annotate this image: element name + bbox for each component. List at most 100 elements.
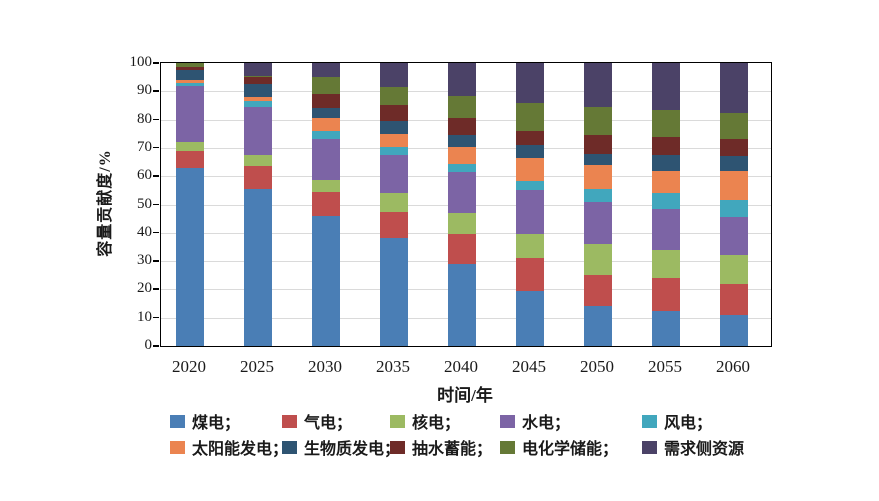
y-tick-mark <box>153 288 159 290</box>
bar-segment-2045 <box>516 234 544 259</box>
legend-label: 电化学储能； <box>522 441 619 458</box>
y-tick-label-60: 60 <box>137 167 152 184</box>
bar-segment-2020 <box>176 63 204 68</box>
bar-segment-2040 <box>448 213 476 235</box>
bar-segment-2040 <box>448 171 476 214</box>
bar-segment-2045 <box>516 190 544 235</box>
legend-item-生物质发电: 生物质发电； <box>282 438 400 458</box>
legend-item-电化学储能: 电化学储能； <box>500 438 619 458</box>
bar-2055 <box>652 63 680 346</box>
y-tick-mark <box>153 203 159 205</box>
legend-label: 太阳能发电； <box>192 441 289 458</box>
legend-item-气电: 气电； <box>282 412 352 432</box>
legend-item-核电: 核电； <box>390 412 461 432</box>
bar-segment-2020 <box>176 80 204 83</box>
bar-segment-2035 <box>380 238 408 346</box>
bar-2040 <box>448 63 476 346</box>
bar-segment-2045 <box>516 145 544 158</box>
bar-segment-2035 <box>380 87 408 106</box>
bar-segment-2055 <box>652 310 680 346</box>
bar-segment-2025 <box>244 97 272 102</box>
bar-segment-2055 <box>652 278 680 311</box>
legend-swatch-icon <box>170 440 185 454</box>
bar-segment-2060 <box>720 283 748 315</box>
bar-segment-2045 <box>516 131 544 146</box>
bar-segment-2045 <box>516 63 544 103</box>
bar-segment-2035 <box>380 155 408 194</box>
bar-segment-2020 <box>176 67 204 71</box>
bar-segment-2055 <box>652 249 680 279</box>
bar-segment-2050 <box>584 188 612 202</box>
bar-segment-2060 <box>720 170 748 201</box>
bar-segment-2020 <box>176 142 204 151</box>
bar-segment-2030 <box>312 191 340 216</box>
legend-item-抽水蓄能: 抽水蓄能； <box>390 438 493 458</box>
bar-segment-2040 <box>448 135 476 147</box>
bar-segment-2050 <box>584 164 612 189</box>
y-tick-mark <box>153 62 159 64</box>
bar-segment-2055 <box>652 170 680 194</box>
bar-2035 <box>380 63 408 346</box>
bar-segment-2060 <box>720 200 748 218</box>
bar-segment-2035 <box>380 133 408 147</box>
bar-segment-2045 <box>516 290 544 346</box>
bar-segment-2060 <box>720 156 748 171</box>
y-tick-label-30: 30 <box>137 252 152 269</box>
legend-swatch-icon <box>500 440 515 454</box>
y-tick-mark <box>153 345 159 347</box>
bar-segment-2040 <box>448 163 476 172</box>
bar-2050 <box>584 63 612 346</box>
bar-segment-2030 <box>312 63 340 78</box>
y-tick-label-80: 80 <box>137 110 152 127</box>
bar-segment-2060 <box>720 139 748 157</box>
legend-item-水电: 水电； <box>500 412 570 432</box>
bar-segment-2040 <box>448 234 476 264</box>
y-tick-label-0: 0 <box>144 337 153 353</box>
y-tick-label-70: 70 <box>137 138 152 155</box>
bar-segment-2050 <box>584 244 612 276</box>
bar-segment-2025 <box>244 63 272 76</box>
legend-swatch-icon <box>642 414 657 428</box>
bar-segment-2025 <box>244 77 272 85</box>
bar-segment-2060 <box>720 112 748 140</box>
y-tick-label-20: 20 <box>137 280 152 297</box>
bar-segment-2045 <box>516 157 544 181</box>
x-tick-label-2035: 2035 <box>376 357 410 376</box>
bar-segment-2030 <box>312 108 340 119</box>
bar-segment-2025 <box>244 166 272 189</box>
bar-segment-2050 <box>584 63 612 107</box>
legend-label: 抽水蓄能； <box>412 441 493 458</box>
y-tick-mark <box>153 231 159 234</box>
y-tick-label-90: 90 <box>137 82 152 99</box>
bar-segment-2040 <box>448 63 476 96</box>
bar-segment-2035 <box>380 105 408 122</box>
x-axis-title: 时间/年 <box>437 386 493 405</box>
y-tick-mark <box>153 146 159 149</box>
bar-segment-2025 <box>244 84 272 97</box>
bar-segment-2035 <box>380 121 408 134</box>
bar-segment-2030 <box>312 130 340 140</box>
legend-swatch-icon <box>390 414 405 428</box>
x-tick-label-2060: 2060 <box>716 357 750 376</box>
bar-segment-2030 <box>312 94 340 109</box>
legend-item-煤电: 煤电； <box>170 412 240 432</box>
bar-segment-2035 <box>380 193 408 212</box>
bar-segment-2030 <box>312 139 340 181</box>
legend-swatch-icon <box>282 414 297 428</box>
bar-segment-2025 <box>244 75 272 78</box>
bar-segment-2050 <box>584 153 612 165</box>
bar-segment-2045 <box>516 102 544 131</box>
x-tick-label-2030: 2030 <box>308 357 342 376</box>
legend-label: 核电； <box>412 415 461 432</box>
x-tick-label-2025: 2025 <box>240 357 274 376</box>
bar-segment-2045 <box>516 180 544 191</box>
y-tick-mark <box>153 118 159 121</box>
y-tick-label-10: 10 <box>137 308 152 325</box>
bar-segment-2020 <box>176 82 204 86</box>
bar-segment-2055 <box>652 208 680 250</box>
x-tick-label-2020: 2020 <box>172 357 206 376</box>
bar-segment-2020 <box>176 70 204 81</box>
bar-segment-2050 <box>584 275 612 307</box>
legend-item-需求侧资源: 需求侧资源 <box>642 438 744 458</box>
bar-segment-2030 <box>312 77 340 95</box>
